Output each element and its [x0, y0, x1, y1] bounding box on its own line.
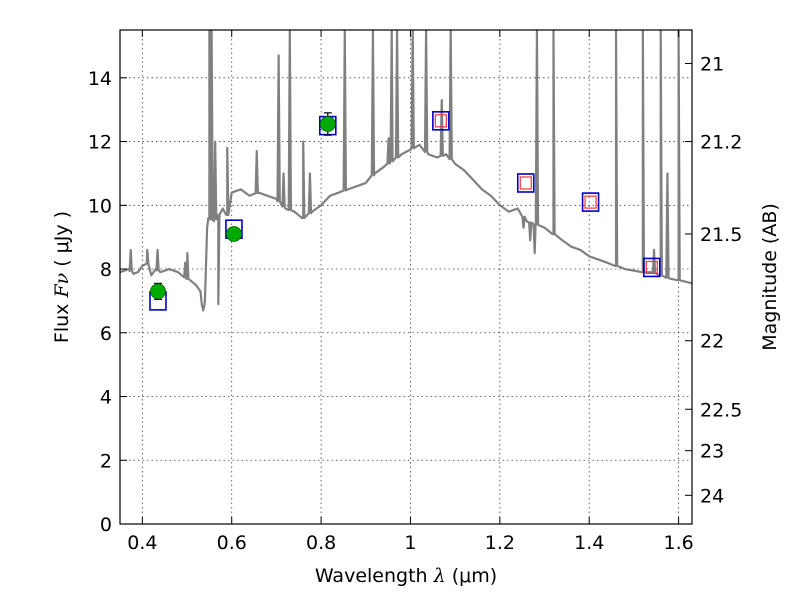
y-tick-label: 14	[88, 68, 112, 90]
observed-photometry-point	[226, 226, 242, 242]
y-tick-label: 12	[88, 132, 112, 154]
y-axis-label: Flux Fν ( μJy )	[51, 211, 73, 343]
x-tick-label: 0.4	[127, 532, 157, 554]
predicted-photometry-marker	[519, 176, 532, 190]
observed-photometry-point	[319, 116, 336, 132]
y-tick-label: 10	[88, 195, 112, 217]
x-axis-label: Wavelength λ (μm)	[315, 565, 497, 587]
y2-tick-label: 22	[700, 331, 724, 353]
y-tick-label: 4	[100, 387, 112, 409]
x-tick-label: 0.6	[217, 532, 247, 554]
x-tick-label: 0.8	[306, 532, 336, 554]
x-tick-label: 1.6	[663, 532, 693, 554]
observed-photometry-point	[150, 283, 166, 300]
model-photometry-marker	[516, 173, 535, 193]
y2-tick-label: 24	[700, 485, 724, 507]
plot-frame	[119, 29, 693, 525]
model-photometry-marker	[642, 257, 661, 278]
y2-tick-label: 22.5	[700, 399, 742, 421]
y2-tick-label: 23	[700, 441, 724, 463]
x-tick-label: 1.4	[574, 532, 604, 554]
y2-axis-label: Magnitude (AB)	[759, 203, 781, 351]
x-tick-label: 1.2	[485, 532, 515, 554]
y-tick-label: 8	[100, 259, 112, 281]
y-tick-label: 6	[100, 323, 112, 345]
y2-tick-label: 21	[700, 53, 724, 75]
y2-tick-label: 21.5	[700, 224, 742, 246]
axis-ticks: 0.4 0.6 0.8 1 1.2 1.4 1.6024681012142121.221.5…	[88, 30, 742, 554]
predicted-photometry-marker	[584, 195, 597, 209]
plot-area	[120, 30, 692, 312]
predicted-photometry-marker	[434, 114, 447, 128]
x-tick-label: 1	[404, 532, 416, 554]
model-photometry-marker	[581, 192, 600, 212]
predicted-photometry-marker	[645, 260, 658, 275]
y-tick-label: 0	[100, 514, 112, 536]
y2-tick-label: 21.2	[700, 132, 742, 154]
y-tick-label: 2	[100, 450, 112, 472]
model-spectrum-line	[120, 30, 692, 312]
model-photometry-marker	[432, 111, 450, 131]
